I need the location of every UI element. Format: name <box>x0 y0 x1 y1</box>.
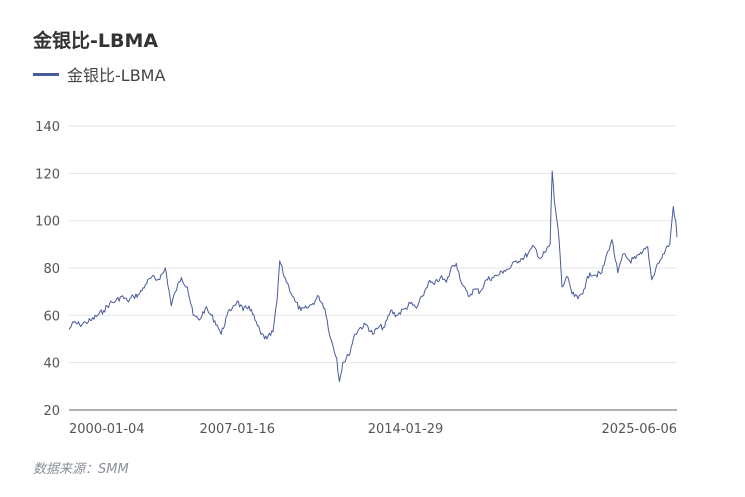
y-tick-label: 20 <box>43 404 60 419</box>
series-layer <box>68 170 678 383</box>
y-tick-label: 40 <box>43 357 60 372</box>
y-tick-label: 60 <box>43 309 60 324</box>
y-tick-label: 140 <box>35 120 60 135</box>
y-tick-label: 80 <box>43 262 60 277</box>
y-tick-label: 120 <box>35 167 60 182</box>
y-tick-label: 100 <box>35 215 60 230</box>
x-tick-label: 2000-01-04 <box>69 422 145 437</box>
y-axis: 20 40 60 80 100 120 140 <box>35 120 60 419</box>
x-axis: 2000-01-04 2007-01-16 2014-01-29 2025-06-06 <box>69 409 677 437</box>
x-tick-label: 2025-06-06 <box>601 422 677 437</box>
grid-lines <box>69 125 677 364</box>
legend-swatch <box>33 72 59 76</box>
x-tick-label: 2014-01-29 <box>368 422 444 437</box>
series-line[interactable] <box>68 170 678 383</box>
data-source: 数据来源：SMM <box>33 462 129 477</box>
legend[interactable]: 金银比-LBMA <box>33 62 165 86</box>
chart-title: 金银比-LBMA <box>33 30 159 52</box>
legend-label: 金银比-LBMA <box>67 66 166 85</box>
x-tick-label: 2007-01-16 <box>199 422 275 437</box>
